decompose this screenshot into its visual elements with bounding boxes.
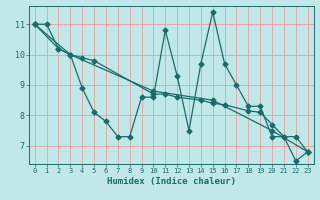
- X-axis label: Humidex (Indice chaleur): Humidex (Indice chaleur): [107, 177, 236, 186]
